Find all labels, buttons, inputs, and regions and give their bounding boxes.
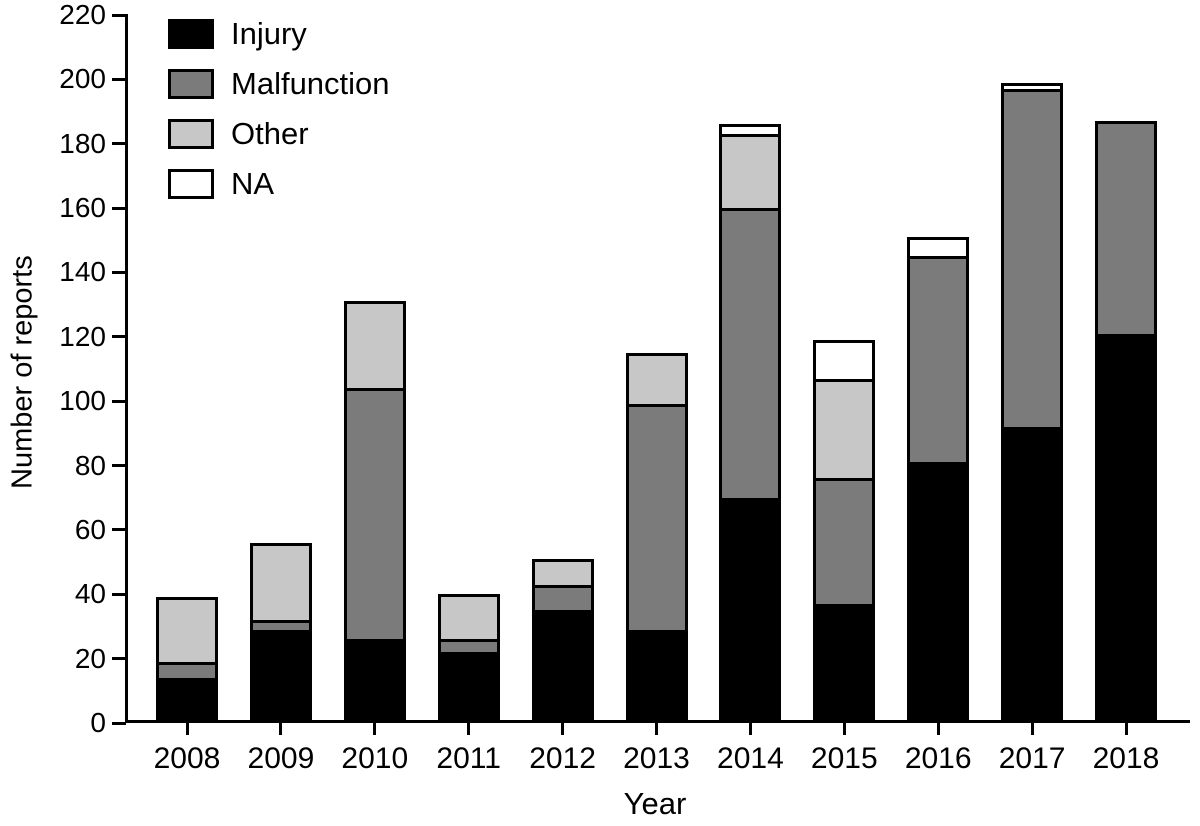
- x-tick-label-2013: 2013: [623, 742, 690, 775]
- y-tick-mark-220: [112, 13, 126, 17]
- y-tick-mark-40: [112, 592, 126, 596]
- x-tick-mark-2011: [467, 723, 471, 735]
- x-tick-label-2018: 2018: [1092, 742, 1160, 775]
- y-tick-label-100: 100: [59, 385, 106, 417]
- x-tick-label-2017: 2017: [998, 742, 1066, 775]
- bar-segment-malfunction-2018: [1095, 121, 1157, 334]
- bar-segment-other-2014: [719, 134, 782, 209]
- bar-segment-na-2017: [1001, 82, 1064, 89]
- legend-swatch-injury: [168, 18, 214, 49]
- y-tick-label-20: 20: [74, 642, 106, 674]
- x-tick-mark-2010: [373, 723, 377, 735]
- x-tick-label-2016: 2016: [904, 742, 972, 775]
- legend-label: Malfunction: [231, 66, 390, 101]
- bar-segment-injury-2016: [907, 462, 970, 723]
- x-tick-label-2010: 2010: [341, 742, 409, 775]
- y-tick-mark-160: [112, 206, 126, 210]
- bar-segment-malfunction-2011: [437, 639, 500, 653]
- bar-segment-malfunction-2012: [531, 584, 594, 611]
- bar-segment-malfunction-2017: [1001, 89, 1064, 427]
- x-tick-label-2009: 2009: [247, 742, 315, 775]
- bar-segment-na-2015: [813, 340, 876, 379]
- bar-segment-injury-2012: [531, 610, 594, 723]
- y-tick-label-160: 160: [59, 192, 106, 224]
- y-tick-label-40: 40: [74, 578, 106, 610]
- bar-segment-malfunction-2014: [719, 208, 782, 498]
- bar-segment-injury-2017: [1001, 426, 1064, 723]
- y-tick-mark-200: [112, 77, 126, 81]
- x-tick-mark-2017: [1030, 723, 1034, 735]
- y-tick-label-180: 180: [59, 127, 106, 159]
- legend-swatch-na: [168, 168, 214, 199]
- bar-segment-na-2016: [907, 237, 970, 257]
- legend-label: NA: [231, 166, 275, 201]
- y-tick-label-120: 120: [59, 320, 106, 352]
- legend-item-other: Other: [168, 117, 390, 150]
- x-tick-mark-2018: [1124, 723, 1128, 735]
- y-tick-label-220: 220: [59, 0, 106, 30]
- x-tick-mark-2012: [561, 723, 565, 735]
- x-tick-label-2015: 2015: [810, 742, 878, 775]
- bar-segment-injury-2010: [343, 639, 406, 723]
- y-tick-mark-140: [112, 270, 126, 274]
- legend-item-na: NA: [168, 167, 390, 200]
- bar-segment-malfunction-2008: [156, 661, 218, 678]
- y-tick-mark-180: [112, 142, 126, 146]
- bar-segment-malfunction-2015: [813, 478, 876, 604]
- x-axis-title: Year: [623, 786, 687, 821]
- x-tick-mark-2008: [185, 723, 189, 735]
- bar-segment-other-2011: [437, 594, 500, 640]
- legend: Injury Malfunction Other NA: [168, 17, 390, 200]
- bar-segment-injury-2014: [719, 497, 782, 723]
- y-tick-mark-0: [112, 721, 126, 725]
- y-tick-label-140: 140: [59, 256, 106, 288]
- bar-segment-injury-2015: [813, 603, 876, 723]
- x-tick-mark-2009: [279, 723, 283, 735]
- bar-segment-malfunction-2013: [625, 404, 688, 630]
- legend-label: Injury: [231, 16, 307, 51]
- x-tick-mark-2014: [748, 723, 752, 735]
- x-tick-label-2014: 2014: [717, 742, 784, 775]
- x-tick-mark-2015: [842, 723, 846, 735]
- y-tick-mark-100: [112, 399, 126, 403]
- legend-swatch-malfunction: [168, 68, 214, 99]
- legend-swatch-other: [168, 118, 214, 149]
- bar-segment-na-2014: [719, 124, 782, 135]
- y-tick-label-80: 80: [74, 449, 106, 481]
- y-tick-label-60: 60: [74, 513, 106, 545]
- bar-segment-other-2009: [249, 542, 312, 621]
- bar-segment-injury-2018: [1095, 333, 1157, 723]
- bar-segment-injury-2013: [625, 629, 688, 723]
- y-tick-mark-80: [112, 464, 126, 468]
- legend-item-malfunction: Malfunction: [168, 67, 390, 100]
- bar-segment-other-2010: [343, 301, 406, 389]
- x-tick-label-2008: 2008: [153, 742, 221, 775]
- bar-segment-injury-2011: [437, 652, 500, 723]
- bar-segment-malfunction-2010: [343, 388, 406, 640]
- y-tick-mark-60: [112, 528, 126, 532]
- y-tick-mark-120: [112, 335, 126, 339]
- bar-segment-injury-2008: [156, 677, 218, 723]
- bar-segment-malfunction-2016: [907, 256, 970, 463]
- x-tick-label-2012: 2012: [529, 742, 596, 775]
- legend-item-injury: Injury: [168, 17, 390, 50]
- y-tick-mark-20: [112, 657, 126, 661]
- x-tick-mark-2016: [936, 723, 940, 735]
- bar-segment-other-2012: [531, 558, 594, 585]
- bar-segment-injury-2009: [249, 629, 312, 723]
- x-tick-label-2011: 2011: [436, 742, 501, 775]
- y-tick-label-0: 0: [90, 707, 106, 738]
- bar-segment-other-2013: [625, 352, 688, 405]
- y-tick-label-200: 200: [59, 63, 106, 95]
- x-tick-mark-2013: [655, 723, 658, 735]
- bar-segment-other-2015: [813, 378, 876, 479]
- bar-segment-other-2008: [156, 597, 218, 662]
- legend-label: Other: [231, 116, 309, 151]
- bar-segment-malfunction-2009: [249, 620, 312, 630]
